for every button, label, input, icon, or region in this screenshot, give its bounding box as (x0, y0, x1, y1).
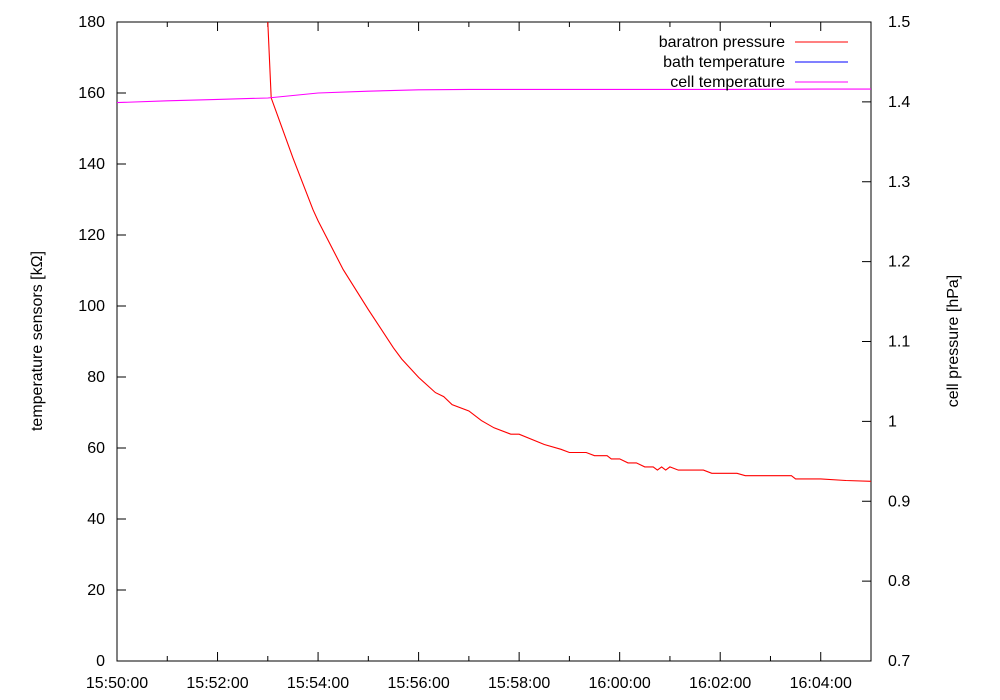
legend-label: bath temperature (663, 54, 785, 71)
y-tick-label: 160 (78, 85, 105, 102)
legend: baratron pressure bath temperature cell te… (659, 34, 848, 91)
x-tick-label: 15:56:00 (387, 675, 449, 692)
legend-label: cell temperature (670, 74, 785, 91)
x-tick-label: 15:58:00 (488, 675, 550, 692)
y2-tick-label: 0.7 (888, 653, 910, 670)
y-tick-label: 120 (78, 227, 105, 244)
y2-tick-label: 1 (888, 413, 897, 430)
legend-label: baratron pressure (659, 34, 785, 51)
y-tick-label: 20 (87, 582, 105, 599)
y2-tick-label: 1.5 (888, 14, 910, 31)
y-tick-label: 180 (78, 14, 105, 31)
y-tick-label: 60 (87, 440, 105, 457)
y2-tick-label: 1.2 (888, 254, 910, 271)
y2-tick-label: 0.9 (888, 493, 910, 510)
x-tick-label: 16:00:00 (589, 675, 651, 692)
series-line-baratron-pressure (267, 21, 872, 482)
x-tick-label: 15:52:00 (186, 675, 248, 692)
x-tick-label: 15:54:00 (287, 675, 349, 692)
series-line-cell-temperature (116, 88, 871, 104)
x-tick-label: 16:02:00 (689, 675, 751, 692)
y2-tick-label: 1.3 (888, 174, 910, 191)
y2-tick-label: 1.1 (888, 334, 910, 351)
y2-tick-label: 1.4 (888, 94, 910, 111)
y-tick-label: 100 (78, 298, 105, 315)
y2-axis-title: cell pressure [hPa] (945, 275, 962, 408)
y2-tick-label: 0.8 (888, 573, 910, 590)
plot-frame (116, 21, 872, 662)
ticks: 15:50:00 15:52:00 15:54:00 15:56:00 15:58:00… (78, 14, 910, 692)
y-tick-label: 0 (96, 653, 105, 670)
x-tick-label: 16:04:00 (790, 675, 852, 692)
y-tick-label: 80 (87, 369, 105, 386)
y-axis-title: temperature sensors [kΩ] (29, 251, 46, 431)
x-tick-label: 15:50:00 (86, 675, 148, 692)
y-tick-label: 140 (78, 156, 105, 173)
series-layer (116, 21, 872, 482)
y-tick-label: 40 (87, 511, 105, 528)
